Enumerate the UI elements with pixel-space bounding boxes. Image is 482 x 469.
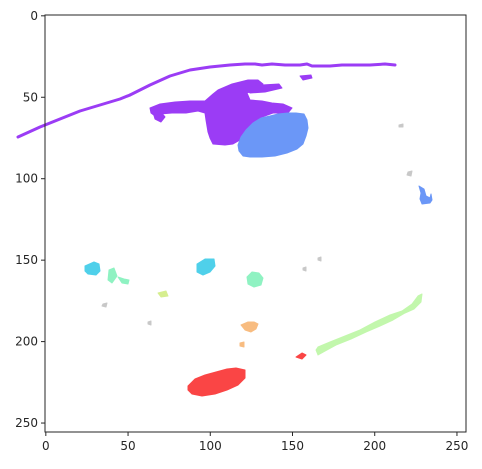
plot-area [16, 62, 433, 397]
segment-small-flecks-part-1 [147, 320, 152, 326]
segment-purple-part-4 [299, 74, 313, 81]
segment-mint-part-0 [246, 271, 264, 288]
segment-small-flecks-part-5 [317, 256, 322, 262]
segment-purple-part-0 [16, 93, 132, 139]
segment-mint [107, 267, 264, 288]
y-tick-label: 100 [15, 172, 38, 186]
x-tick-label: 50 [120, 439, 135, 453]
y-tick-label: 0 [30, 9, 38, 23]
x-axis-ticks: 0 50 100 150 200 250 [42, 432, 468, 453]
segment-light-green [315, 293, 423, 356]
y-tick-label: 150 [15, 253, 38, 267]
segment-purple-part-5 [244, 83, 283, 94]
segment-blue-part-1 [418, 185, 433, 205]
segment-small-flecks-part-0 [101, 302, 108, 308]
segment-light-green-part-0 [315, 293, 423, 356]
segment-small-flecks-part-3 [398, 123, 404, 128]
axes-frame [44, 14, 467, 433]
x-tick-label: 100 [199, 439, 222, 453]
segment-small-flecks-part-4 [302, 266, 307, 272]
segment-purple-part-2 [149, 79, 293, 146]
segment-purple [16, 62, 397, 146]
segment-blue-hole [289, 224, 305, 244]
x-tick-label: 150 [281, 439, 304, 453]
segment-mint-part-2 [117, 276, 130, 285]
segment-cyan-part-0 [84, 261, 101, 276]
segment-orange [239, 321, 259, 348]
segment-orange-part-1 [239, 341, 245, 348]
x-tick-label: 200 [363, 439, 386, 453]
y-axis-ticks: 0 50 100 150 200 250 [15, 9, 45, 430]
y-tick-label: 200 [15, 335, 38, 349]
segment-red-part-0 [187, 367, 246, 397]
segment-cyan [84, 258, 216, 276]
segment-red-part-1 [295, 352, 307, 360]
x-tick-label: 0 [42, 439, 50, 453]
segment-purple-part-3 [152, 110, 166, 123]
segment-purple-part-1 [128, 62, 397, 97]
segment-red [187, 352, 307, 397]
y-tick-label: 50 [23, 90, 38, 104]
segment-small-flecks [101, 123, 413, 326]
x-tick-label: 250 [446, 439, 469, 453]
segment-mint-part-1 [107, 267, 118, 284]
segment-small-flecks-part-2 [406, 170, 413, 177]
y-tick-label: 250 [15, 416, 38, 430]
segment-blue [237, 112, 433, 205]
segment-yellow-green [157, 290, 169, 298]
segment-cyan-part-1 [196, 258, 216, 276]
segment-blue-part-0 [237, 112, 309, 158]
segment-orange-part-0 [240, 321, 259, 333]
segment-yellow-green-part-0 [157, 290, 169, 298]
